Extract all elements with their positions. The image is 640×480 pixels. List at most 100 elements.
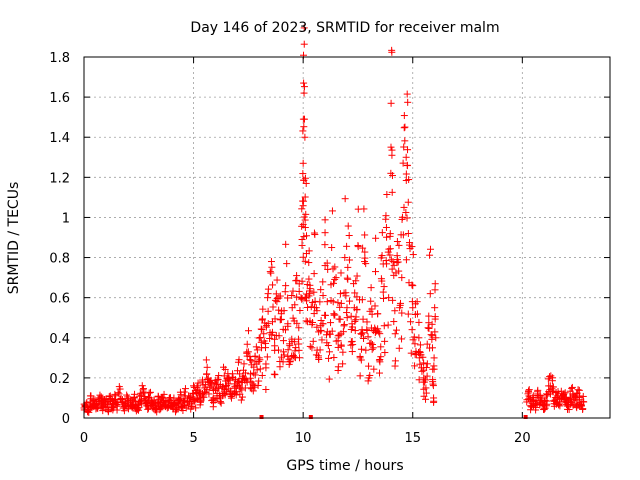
data-point bbox=[359, 329, 367, 337]
data-point bbox=[257, 338, 265, 346]
data-point bbox=[243, 348, 251, 356]
data-point bbox=[301, 216, 309, 224]
data-point bbox=[131, 390, 139, 398]
data-point bbox=[398, 309, 406, 317]
data-point bbox=[254, 381, 262, 389]
data-point bbox=[432, 334, 440, 342]
data-point bbox=[431, 304, 439, 312]
data-point bbox=[247, 378, 255, 386]
data-point bbox=[293, 293, 301, 301]
y-tick-label: 0.2 bbox=[49, 372, 70, 387]
data-point bbox=[139, 385, 147, 393]
data-point bbox=[217, 399, 225, 407]
data-point bbox=[404, 198, 412, 206]
data-point bbox=[111, 390, 119, 398]
data-point bbox=[377, 343, 385, 351]
data-point bbox=[300, 123, 308, 131]
data-point bbox=[259, 315, 267, 323]
data-point bbox=[378, 229, 386, 237]
data-point bbox=[334, 363, 342, 371]
data-point bbox=[282, 326, 290, 334]
data-point bbox=[281, 288, 289, 296]
data-point bbox=[334, 337, 342, 345]
data-point bbox=[299, 220, 307, 228]
data-point bbox=[430, 354, 438, 362]
data-point bbox=[354, 243, 362, 251]
data-point bbox=[358, 330, 366, 338]
data-point bbox=[525, 386, 533, 394]
data-point bbox=[264, 307, 272, 315]
data-point bbox=[345, 256, 353, 264]
data-point bbox=[299, 253, 307, 261]
data-point bbox=[194, 379, 202, 387]
data-point bbox=[404, 310, 412, 318]
data-point bbox=[251, 383, 259, 391]
data-point bbox=[416, 341, 424, 349]
data-point bbox=[310, 229, 318, 237]
data-point bbox=[316, 298, 324, 306]
y-tick-label: 1 bbox=[62, 211, 70, 226]
data-point bbox=[300, 83, 308, 91]
data-point bbox=[422, 389, 430, 397]
data-point bbox=[393, 238, 401, 246]
data-point bbox=[319, 320, 327, 328]
data-point bbox=[401, 137, 409, 145]
data-point bbox=[568, 384, 576, 392]
data-point bbox=[395, 241, 403, 249]
data-point bbox=[371, 268, 379, 276]
data-point bbox=[256, 365, 264, 373]
data-point bbox=[221, 391, 229, 399]
data-point bbox=[240, 374, 248, 382]
chart-title: Day 146 of 2023, SRMTID for receiver mal… bbox=[190, 20, 499, 36]
data-point bbox=[269, 281, 277, 289]
data-point bbox=[388, 188, 396, 196]
data-point bbox=[398, 335, 406, 343]
data-point bbox=[545, 373, 553, 381]
data-point bbox=[284, 346, 292, 354]
data-point bbox=[408, 281, 416, 289]
data-point bbox=[391, 330, 399, 338]
data-point bbox=[353, 272, 361, 280]
data-point bbox=[276, 292, 284, 300]
data-point bbox=[300, 89, 308, 97]
data-point bbox=[251, 371, 259, 379]
data-point bbox=[291, 347, 299, 355]
data-point bbox=[401, 123, 409, 131]
data-point bbox=[196, 398, 204, 406]
y-tick-label: 1.2 bbox=[49, 171, 70, 186]
data-point bbox=[391, 357, 399, 365]
data-point bbox=[203, 370, 211, 378]
data-point bbox=[261, 344, 269, 352]
data-point bbox=[315, 355, 323, 363]
data-point bbox=[303, 297, 311, 305]
data-point bbox=[403, 90, 411, 98]
data-point bbox=[335, 315, 343, 323]
data-point bbox=[330, 311, 338, 319]
data-point bbox=[337, 269, 345, 277]
data-point bbox=[307, 303, 315, 311]
data-point bbox=[199, 376, 207, 384]
data-point bbox=[309, 337, 317, 345]
data-point bbox=[404, 229, 412, 237]
data-point bbox=[379, 288, 387, 296]
data-point bbox=[114, 389, 122, 397]
data-point bbox=[415, 318, 423, 326]
plot-frame bbox=[83, 56, 611, 419]
data-point bbox=[299, 159, 307, 167]
data-point bbox=[556, 402, 564, 410]
data-point bbox=[352, 277, 360, 285]
data-point bbox=[382, 223, 390, 231]
data-point bbox=[364, 377, 372, 385]
data-point bbox=[305, 292, 313, 300]
zero-marker bbox=[523, 415, 528, 419]
data-point bbox=[425, 312, 433, 320]
data-point bbox=[399, 159, 407, 167]
data-point bbox=[298, 205, 306, 213]
data-point bbox=[331, 275, 339, 283]
data-point bbox=[386, 232, 394, 240]
data-point bbox=[372, 234, 380, 242]
data-point bbox=[335, 331, 343, 339]
data-point bbox=[188, 402, 196, 410]
data-point bbox=[274, 346, 282, 354]
data-point bbox=[147, 388, 155, 396]
